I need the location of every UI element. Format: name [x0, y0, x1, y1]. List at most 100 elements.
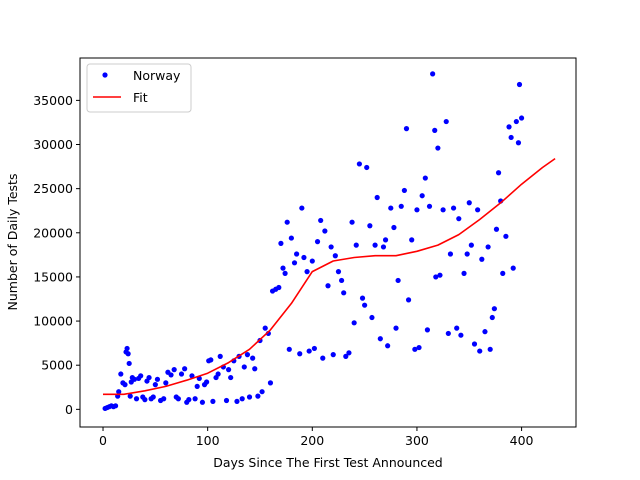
- data-point: [133, 396, 140, 402]
- data-point: [349, 219, 355, 225]
- data-point: [362, 302, 368, 308]
- data-point: [112, 403, 119, 409]
- y-tick-label: 30000: [33, 137, 73, 152]
- data-point: [244, 352, 251, 358]
- data-point: [430, 71, 436, 77]
- data-point: [152, 382, 158, 388]
- data-point: [328, 244, 334, 250]
- data-point: [299, 205, 305, 211]
- data-point: [199, 399, 206, 405]
- data-point: [508, 134, 514, 141]
- data-point: [142, 397, 148, 403]
- data-point: [401, 187, 407, 194]
- data-point: [403, 126, 410, 132]
- data-point: [246, 394, 253, 400]
- data-point: [503, 233, 509, 239]
- data-point: [433, 274, 439, 280]
- data-point: [194, 383, 200, 389]
- data-point: [288, 235, 294, 241]
- data-point: [178, 371, 185, 377]
- data-point: [286, 346, 292, 352]
- data-point: [304, 269, 310, 275]
- y-tick-label: 25000: [33, 181, 73, 196]
- data-point: [454, 325, 460, 331]
- data-point: [377, 336, 383, 342]
- y-axis-label: Number of Daily Tests: [5, 174, 20, 311]
- data-point: [516, 81, 523, 88]
- axes-frame: [79, 57, 577, 428]
- data-point: [118, 371, 124, 377]
- x-axis: 0 100 200 300 400: [99, 427, 534, 448]
- data-point: [485, 244, 491, 250]
- data-point: [510, 265, 516, 271]
- x-tick-label: 0: [99, 433, 107, 448]
- data-point: [322, 228, 328, 234]
- data-point: [332, 253, 338, 259]
- data-point: [367, 223, 373, 229]
- fit-series: [103, 157, 556, 396]
- data-point: [250, 355, 256, 361]
- data-point: [154, 376, 161, 382]
- data-point: [276, 284, 282, 291]
- data-point: [131, 376, 138, 382]
- data-point: [341, 290, 347, 296]
- data-point: [325, 283, 331, 289]
- data-point: [314, 239, 321, 245]
- data-point: [393, 325, 399, 331]
- data-point: [335, 269, 342, 275]
- data-point: [447, 251, 454, 257]
- data-point: [422, 175, 428, 181]
- y-axis: 0 5000 10000 15000 20000 25000 30000 35000: [33, 93, 80, 417]
- data-point: [482, 329, 488, 335]
- data-point: [122, 382, 128, 388]
- y-tick-label: 5000: [41, 358, 73, 373]
- data-point: [518, 115, 525, 121]
- data-point: [432, 127, 438, 133]
- data-point: [356, 161, 362, 167]
- data-point: [385, 343, 391, 349]
- data-point: [192, 396, 198, 402]
- data-point: [225, 367, 232, 373]
- legend-label-norway: Norway: [133, 68, 181, 83]
- data-point: [374, 194, 380, 201]
- data-point: [495, 170, 502, 176]
- data-point: [513, 118, 519, 125]
- data-point: [318, 217, 324, 224]
- data-point: [437, 272, 443, 278]
- data-point: [359, 295, 366, 301]
- data-point: [456, 216, 462, 222]
- legend-box: [86, 63, 192, 113]
- data-point: [228, 374, 234, 381]
- data-point: [445, 330, 451, 337]
- data-point: [278, 240, 284, 246]
- data-point: [471, 341, 478, 347]
- data-point: [125, 351, 131, 357]
- data-point: [210, 398, 216, 404]
- data-point: [409, 237, 415, 243]
- data-point: [466, 200, 472, 206]
- data-point: [339, 277, 345, 284]
- data-point: [391, 224, 397, 231]
- data-point: [146, 374, 152, 381]
- data-point: [138, 373, 144, 379]
- y-tick-label: 0: [65, 402, 73, 417]
- data-point: [186, 397, 192, 403]
- data-point: [223, 397, 230, 404]
- legend-label-fit: Fit: [133, 90, 148, 105]
- y-tick-label: 10000: [33, 314, 73, 329]
- data-point: [443, 118, 449, 125]
- data-point: [124, 345, 130, 352]
- data-point: [440, 207, 446, 213]
- data-point: [291, 260, 298, 266]
- data-point: [301, 254, 307, 261]
- data-point: [255, 393, 261, 399]
- legend: Norway Fit: [86, 63, 192, 113]
- data-point: [405, 297, 412, 303]
- data-point: [217, 353, 223, 359]
- data-point: [182, 366, 188, 372]
- data-point: [479, 256, 485, 262]
- data-point: [468, 242, 474, 248]
- data-point: [239, 396, 245, 402]
- data-point: [380, 244, 387, 250]
